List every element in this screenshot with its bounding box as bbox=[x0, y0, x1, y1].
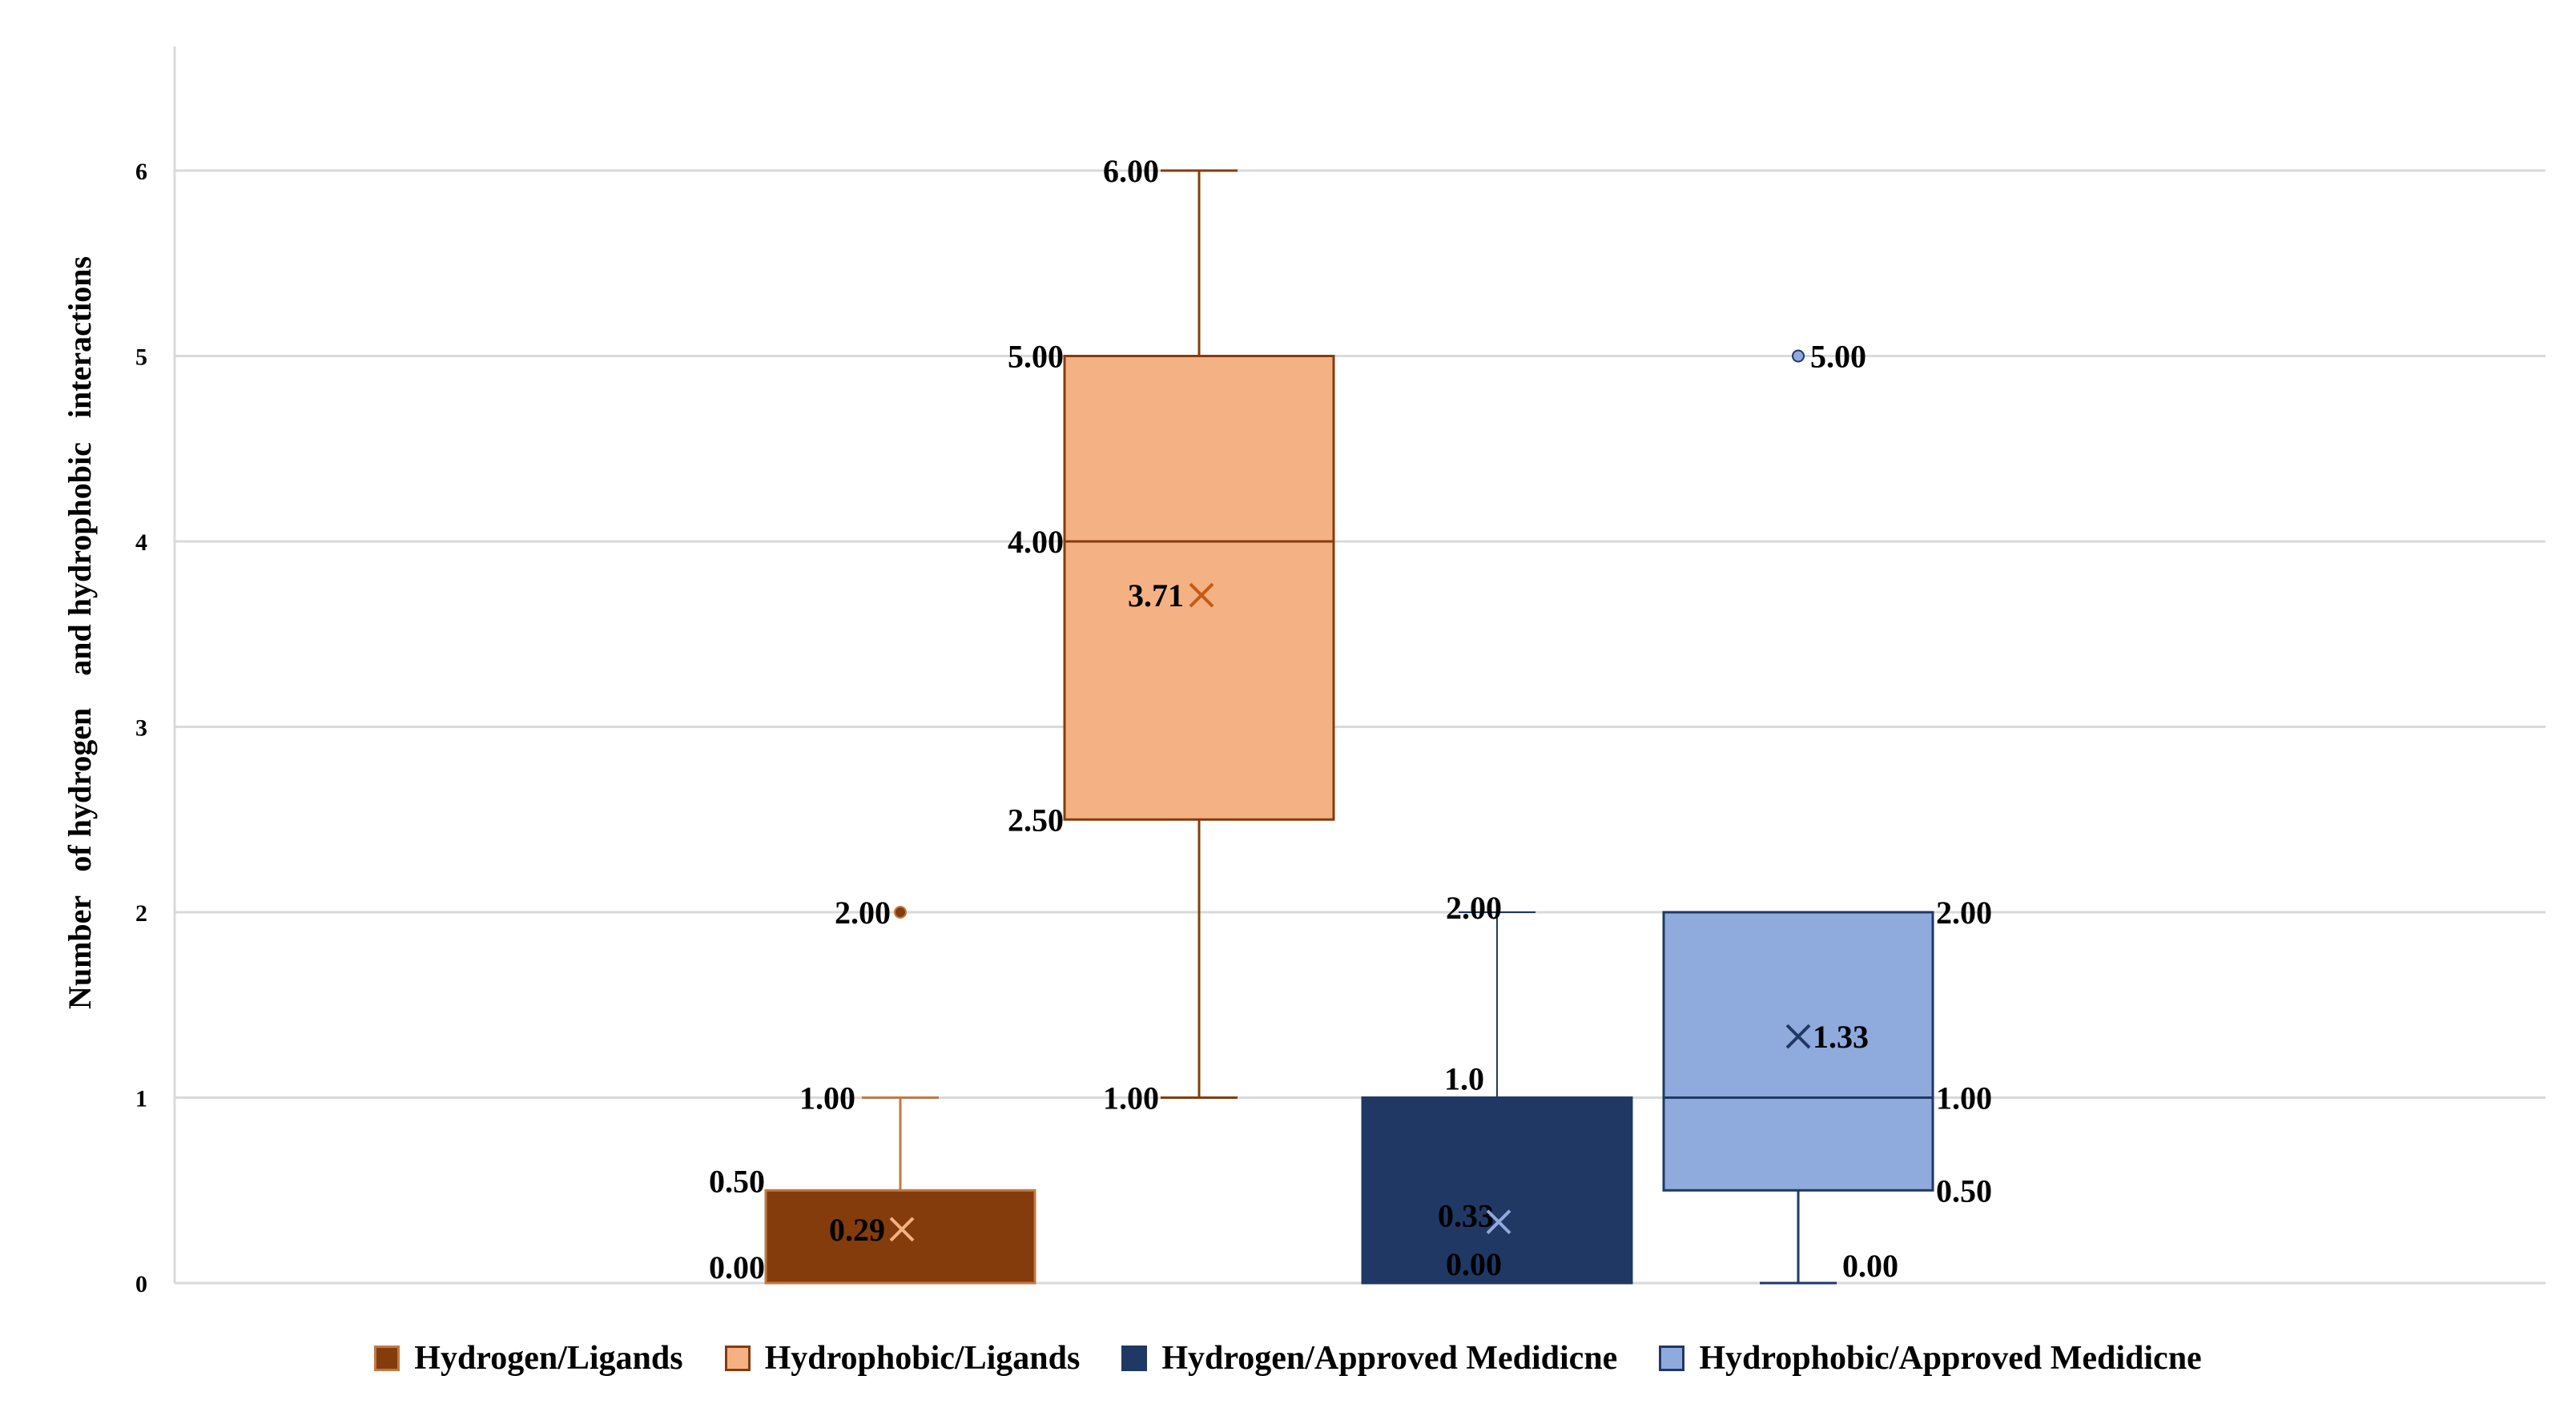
legend-swatch bbox=[1659, 1346, 1685, 1371]
legend-swatch bbox=[374, 1346, 400, 1371]
mean-marker bbox=[1189, 582, 1214, 608]
min-label: 0.00 bbox=[1842, 1248, 1898, 1284]
boxes: 0.000.501.002.000.296.005.004.002.501.00… bbox=[709, 153, 1992, 1285]
mean-marker bbox=[889, 1217, 915, 1242]
max-label: 2.00 bbox=[1446, 890, 1502, 926]
mean-label: 3.71 bbox=[1128, 577, 1184, 613]
median-label: 1.00 bbox=[1936, 1080, 1992, 1116]
min-label: 0.00 bbox=[709, 1249, 765, 1285]
max-label: 6.00 bbox=[1103, 153, 1159, 189]
min-label: 1.00 bbox=[1103, 1080, 1159, 1116]
outlier-point bbox=[894, 906, 907, 919]
mean-marker bbox=[1486, 1209, 1511, 1235]
legend: Hydrogen/Ligands Hydrophobic/Ligands Hydro… bbox=[0, 1339, 2576, 1378]
legend-label: Hydrophobic/Ligands bbox=[764, 1340, 1081, 1377]
y-tick-label: 0 bbox=[135, 1271, 147, 1297]
y-tick-label: 5 bbox=[135, 344, 147, 371]
legend-swatch bbox=[724, 1346, 751, 1371]
mean-label: 0.29 bbox=[829, 1212, 885, 1248]
y-tick-label: 3 bbox=[135, 715, 147, 742]
min-label: 0.00 bbox=[1446, 1246, 1502, 1282]
legend-label: Hydrogen/Approved Medidicne bbox=[1161, 1340, 1618, 1377]
legend-label: Hydrogen/Ligands bbox=[414, 1340, 683, 1377]
q3-label: 5.00 bbox=[1008, 339, 1064, 375]
y-tick-label: 2 bbox=[135, 900, 147, 927]
legend-swatch bbox=[1121, 1346, 1148, 1371]
legend-item: Hydrophobic/Approved Medidicne bbox=[1659, 1339, 2202, 1378]
q3-label: 2.00 bbox=[1936, 895, 1992, 931]
outlier-label: 5.00 bbox=[1810, 339, 1866, 375]
q1-label: 2.50 bbox=[1008, 802, 1064, 838]
y-axis-title: Number of hydrogen and hydrophobic inter… bbox=[62, 256, 98, 1009]
outlier-label: 2.00 bbox=[835, 895, 891, 931]
q3-label: 1.0 bbox=[1444, 1061, 1484, 1097]
legend-item: Hydrophobic/Ligands bbox=[724, 1339, 1081, 1378]
max-label: 1.00 bbox=[799, 1080, 855, 1116]
y-tick-label: 1 bbox=[135, 1086, 147, 1112]
mean-marker bbox=[1785, 1024, 1811, 1049]
legend-item: Hydrogen/Approved Medidicne bbox=[1121, 1339, 1617, 1378]
mean-label: 1.33 bbox=[1813, 1019, 1869, 1055]
box-1 bbox=[764, 1189, 1036, 1285]
gridlines bbox=[175, 169, 2546, 1285]
mean-label: 0.33 bbox=[1438, 1198, 1494, 1234]
y-tick-label: 4 bbox=[135, 529, 147, 556]
q3-label: 0.50 bbox=[709, 1163, 765, 1199]
box-2 bbox=[1063, 355, 1335, 821]
box-4 bbox=[1662, 911, 1934, 1192]
outlier-point bbox=[1792, 349, 1805, 363]
legend-label: Hydrophobic/Approved Medidicne bbox=[1699, 1340, 2202, 1377]
q1-label: 0.50 bbox=[1936, 1173, 1992, 1209]
y-axis: 0 1 2 3 4 5 6 bbox=[135, 46, 176, 1297]
box-3 bbox=[1361, 1096, 1633, 1285]
y-tick-label: 6 bbox=[135, 159, 147, 185]
median-label: 4.00 bbox=[1008, 524, 1064, 560]
legend-item: Hydrogen/Ligands bbox=[374, 1339, 683, 1378]
